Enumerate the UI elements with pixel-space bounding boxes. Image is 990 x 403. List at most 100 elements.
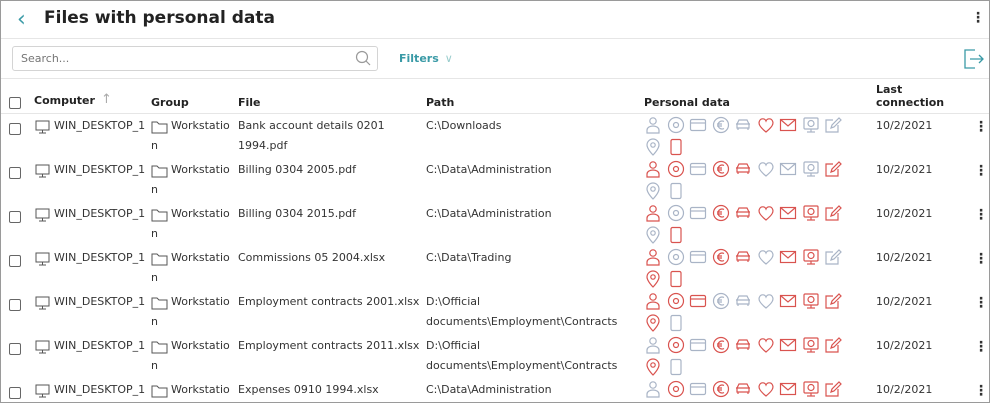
person-icon <box>646 161 660 178</box>
folder-icon <box>151 385 168 398</box>
search-input[interactable] <box>12 46 378 71</box>
row-menu-kebab-icon[interactable]: ⋮ <box>974 295 988 311</box>
group-name: Workstatio <box>171 207 230 220</box>
row-menu-kebab-icon[interactable]: ⋮ <box>974 163 988 179</box>
folder-icon <box>151 121 168 134</box>
row-checkbox[interactable] <box>9 255 21 267</box>
file-name[interactable]: Expenses 0910 1994.xlsx <box>238 383 379 396</box>
group-name: Workstatio <box>171 383 230 396</box>
row-checkbox[interactable] <box>9 211 21 223</box>
row-menu-kebab-icon[interactable]: ⋮ <box>974 339 988 355</box>
row-menu-kebab-icon[interactable]: ⋮ <box>974 251 988 267</box>
sort-ascending-icon[interactable]: ↑ <box>101 92 112 107</box>
header: ‹ Files with personal data ⋮ <box>1 1 989 39</box>
file-path-wrap: documents\Employment\Contracts <box>426 359 618 372</box>
euro-icon <box>712 380 729 398</box>
location-icon <box>646 358 660 376</box>
credit-card-icon <box>689 338 707 352</box>
file-name[interactable]: Bank account details 0201 <box>238 119 385 132</box>
table-row[interactable]: WIN_DESKTOP_1 Workstatio n Employment co… <box>1 290 989 334</box>
car-icon <box>736 339 750 350</box>
last-connection: 10/2/2021 <box>876 295 933 308</box>
edit-icon <box>825 381 842 397</box>
mail-icon <box>779 250 797 264</box>
row-menu-kebab-icon[interactable]: ⋮ <box>974 383 988 399</box>
filters-button[interactable]: Filters ∨ <box>399 52 453 65</box>
file-path: C:\Downloads <box>426 119 502 132</box>
toolbar: Filters ∨ <box>1 40 989 79</box>
row-checkbox[interactable] <box>9 123 21 135</box>
group-name: Workstatio <box>171 251 230 264</box>
phone-icon <box>669 138 682 156</box>
table-row[interactable]: WIN_DESKTOP_1 Workstatio n Employment co… <box>1 334 989 378</box>
group-name-wrap: n <box>151 139 158 152</box>
row-checkbox[interactable] <box>9 299 21 311</box>
phone-icon <box>669 358 682 376</box>
person-icon <box>646 249 660 266</box>
phone-icon <box>669 226 682 244</box>
file-name[interactable]: Billing 0304 2005.pdf <box>238 163 357 176</box>
table-row[interactable]: WIN_DESKTOP_1 Workstatio n Billing 0304 … <box>1 202 989 246</box>
group-name-wrap: n <box>151 315 158 328</box>
export-icon[interactable] <box>963 48 985 70</box>
search-icon[interactable] <box>355 50 371 66</box>
chevron-left-icon[interactable]: ‹ <box>17 7 26 32</box>
column-last-connection-line1[interactable]: Last <box>876 83 903 96</box>
edit-icon <box>825 161 842 177</box>
kebab-icon[interactable]: ⋮ <box>971 10 985 26</box>
last-connection: 10/2/2021 <box>876 207 933 220</box>
screen-person-icon <box>802 161 819 177</box>
mail-icon <box>779 294 797 308</box>
group-name-wrap: n <box>151 271 158 284</box>
column-file[interactable]: File <box>238 96 261 109</box>
row-checkbox[interactable] <box>9 343 21 355</box>
table-row[interactable]: WIN_DESKTOP_1 Workstatio n Expenses 0910… <box>1 378 989 402</box>
computer-icon <box>35 384 50 398</box>
computer-icon <box>35 340 50 354</box>
row-menu-kebab-icon[interactable]: ⋮ <box>974 207 988 223</box>
mail-icon <box>779 338 797 352</box>
column-personal-data[interactable]: Personal data <box>644 96 730 109</box>
file-path: D:\Official <box>426 295 481 308</box>
table-row[interactable]: WIN_DESKTOP_1 Workstatio n Bank account … <box>1 114 989 158</box>
table-row[interactable]: WIN_DESKTOP_1 Workstatio n Billing 0304 … <box>1 158 989 202</box>
disc-icon <box>667 160 684 178</box>
column-computer[interactable]: Computer <box>34 94 95 107</box>
column-group[interactable]: Group <box>151 96 189 109</box>
file-name-wrap[interactable]: 1994.pdf <box>238 139 288 152</box>
computer-name: WIN_DESKTOP_1 <box>54 119 146 132</box>
credit-card-icon <box>689 162 707 176</box>
file-name[interactable]: Commissions 05 2004.xlsx <box>238 251 386 264</box>
credit-card-icon <box>689 382 707 396</box>
car-icon <box>736 383 750 394</box>
disc-icon <box>667 204 684 222</box>
screen-person-icon <box>802 337 819 353</box>
credit-card-icon <box>689 294 707 308</box>
euro-icon <box>712 292 729 310</box>
row-checkbox[interactable] <box>9 167 21 179</box>
table-row[interactable]: WIN_DESKTOP_1 Workstatio n Commissions 0… <box>1 246 989 290</box>
select-all-checkbox[interactable] <box>9 97 21 109</box>
heart-icon <box>757 382 774 397</box>
table-header: Computer ↑ Group File Path Personal data… <box>1 80 989 114</box>
euro-icon <box>712 116 729 134</box>
last-connection: 10/2/2021 <box>876 163 933 176</box>
computer-name: WIN_DESKTOP_1 <box>54 383 146 396</box>
column-path[interactable]: Path <box>426 96 455 109</box>
row-menu-kebab-icon[interactable]: ⋮ <box>974 119 988 135</box>
file-name[interactable]: Billing 0304 2015.pdf <box>238 207 357 220</box>
car-icon <box>736 295 750 306</box>
file-name[interactable]: Employment contracts 2001.xlsx <box>238 295 420 308</box>
file-name[interactable]: Employment contracts 2011.xlsx <box>238 339 420 352</box>
disc-icon <box>667 336 684 354</box>
page-title: Files with personal data <box>44 8 275 28</box>
euro-icon <box>712 204 729 222</box>
disc-icon <box>667 292 684 310</box>
column-last-connection-line2[interactable]: connection <box>876 96 945 109</box>
disc-icon <box>667 116 684 134</box>
row-checkbox[interactable] <box>9 387 21 399</box>
edit-icon <box>825 117 842 133</box>
heart-icon <box>757 338 774 353</box>
computer-name: WIN_DESKTOP_1 <box>54 251 146 264</box>
